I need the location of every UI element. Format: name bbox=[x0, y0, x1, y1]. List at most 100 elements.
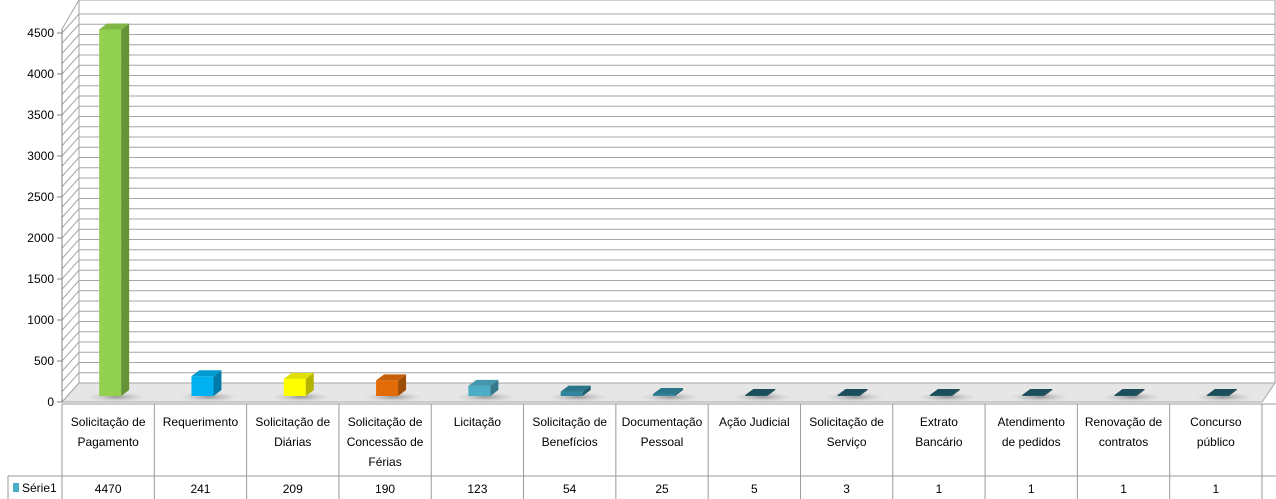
bar bbox=[178, 370, 239, 402]
data-value-label: 3 bbox=[843, 482, 850, 496]
bar-side bbox=[859, 389, 868, 396]
data-value-label: 1 bbox=[1028, 482, 1035, 496]
category-label: Extrato Bancário bbox=[915, 415, 963, 449]
bar-side bbox=[1044, 389, 1053, 396]
data-value-label: 190 bbox=[375, 482, 395, 496]
bar-side bbox=[213, 370, 222, 396]
bar-front bbox=[929, 395, 952, 396]
bar-side bbox=[490, 379, 499, 396]
gridline bbox=[61, 75, 1275, 95]
category-label: Atendimento de pedidos bbox=[998, 415, 1066, 449]
gridline bbox=[61, 105, 1275, 126]
bar-top bbox=[283, 372, 314, 379]
bar bbox=[547, 385, 608, 402]
bar-front bbox=[1022, 395, 1045, 396]
y-tick-label: 4000 bbox=[27, 67, 54, 81]
category-label: Documentação Pessoal bbox=[622, 415, 703, 449]
gridline bbox=[61, 146, 1275, 167]
bar-top bbox=[653, 387, 683, 394]
category-label: Ação Judicial bbox=[719, 415, 790, 429]
bar-side bbox=[398, 374, 407, 396]
gridline bbox=[61, 34, 1275, 54]
bar bbox=[1193, 389, 1254, 402]
gridline bbox=[61, 54, 1275, 75]
bar-side bbox=[582, 385, 591, 396]
data-value-label: 54 bbox=[563, 482, 577, 496]
category-label: Solicitação de Diárias bbox=[255, 415, 330, 449]
bar-front bbox=[745, 395, 768, 396]
gridline bbox=[61, 116, 1275, 136]
bars bbox=[86, 23, 1254, 402]
gridline bbox=[61, 321, 1275, 341]
y-tick-label: 1000 bbox=[27, 313, 54, 327]
bar bbox=[270, 372, 331, 402]
gridlines bbox=[61, 13, 1275, 393]
bar-front bbox=[376, 380, 399, 396]
category-label: Solicitação de Pagamento bbox=[71, 415, 146, 449]
data-value-label: 123 bbox=[467, 482, 487, 496]
gridline bbox=[61, 280, 1275, 300]
bar-front bbox=[1114, 395, 1137, 396]
gridline bbox=[61, 85, 1275, 106]
gridline bbox=[61, 341, 1275, 362]
bar bbox=[732, 389, 793, 402]
data-table: Solicitação de Pagamento Requerimento Solic… bbox=[7, 403, 1276, 499]
category-label: Solicitação de Concessão de Férias bbox=[347, 415, 424, 469]
gridline bbox=[61, 95, 1275, 116]
gridline bbox=[61, 218, 1275, 239]
gridline bbox=[61, 136, 1275, 157]
gridline bbox=[61, 269, 1275, 290]
gridline bbox=[61, 351, 1275, 372]
y-tick-label: 2500 bbox=[27, 190, 54, 204]
bar-top bbox=[191, 370, 222, 377]
bar-front bbox=[468, 385, 491, 396]
bar-side bbox=[1228, 389, 1237, 396]
gridline bbox=[61, 23, 1275, 44]
bar-front bbox=[653, 393, 675, 396]
gridline bbox=[61, 259, 1275, 280]
bar bbox=[916, 389, 977, 402]
bar-side bbox=[1136, 389, 1145, 396]
gridline bbox=[61, 300, 1275, 321]
data-value-label: 1 bbox=[1213, 482, 1220, 496]
y-tick-label: 0 bbox=[47, 395, 54, 409]
bar-top bbox=[560, 385, 591, 392]
y-tick-label: 1500 bbox=[27, 272, 54, 286]
data-value-label: 241 bbox=[190, 482, 210, 496]
bar bbox=[455, 379, 516, 402]
bar-side bbox=[767, 389, 776, 396]
gridline bbox=[61, 126, 1275, 147]
gridline bbox=[61, 249, 1275, 270]
bar bbox=[640, 387, 700, 402]
y-axis-tick-labels: 0 500 1000 1500 2000 2500 3000 3500 4000 4500 bbox=[27, 26, 63, 409]
bar-front bbox=[1206, 395, 1229, 396]
gridline bbox=[61, 331, 1275, 352]
gridline bbox=[61, 187, 1275, 208]
bar-front bbox=[99, 29, 122, 397]
gridline bbox=[61, 208, 1275, 229]
bar-top bbox=[929, 389, 960, 395]
bar-side bbox=[675, 387, 683, 396]
bar-front bbox=[837, 395, 860, 396]
bar-side bbox=[121, 23, 130, 397]
y-tick-label: 2000 bbox=[27, 231, 54, 245]
gridline bbox=[61, 362, 1275, 382]
gridline bbox=[61, 13, 1275, 34]
bar-side bbox=[305, 372, 314, 396]
back-wall bbox=[78, 0, 1276, 384]
y-tick-label: 4500 bbox=[27, 26, 54, 40]
gridline bbox=[61, 177, 1275, 198]
bar-side bbox=[951, 389, 960, 396]
gridline bbox=[61, 228, 1275, 249]
data-value-label: 4470 bbox=[95, 482, 122, 496]
data-value-label: 1 bbox=[936, 482, 943, 496]
category-label: Solicitação de Serviço bbox=[809, 415, 884, 449]
category-label: Renovação de contratos bbox=[1085, 415, 1163, 449]
y-tick-label: 500 bbox=[34, 354, 54, 368]
category-label: Licitação bbox=[454, 415, 502, 429]
gridline bbox=[61, 290, 1275, 311]
bar-top bbox=[1206, 389, 1237, 395]
bar bbox=[824, 389, 885, 402]
y-tick-label: 3500 bbox=[27, 108, 54, 122]
